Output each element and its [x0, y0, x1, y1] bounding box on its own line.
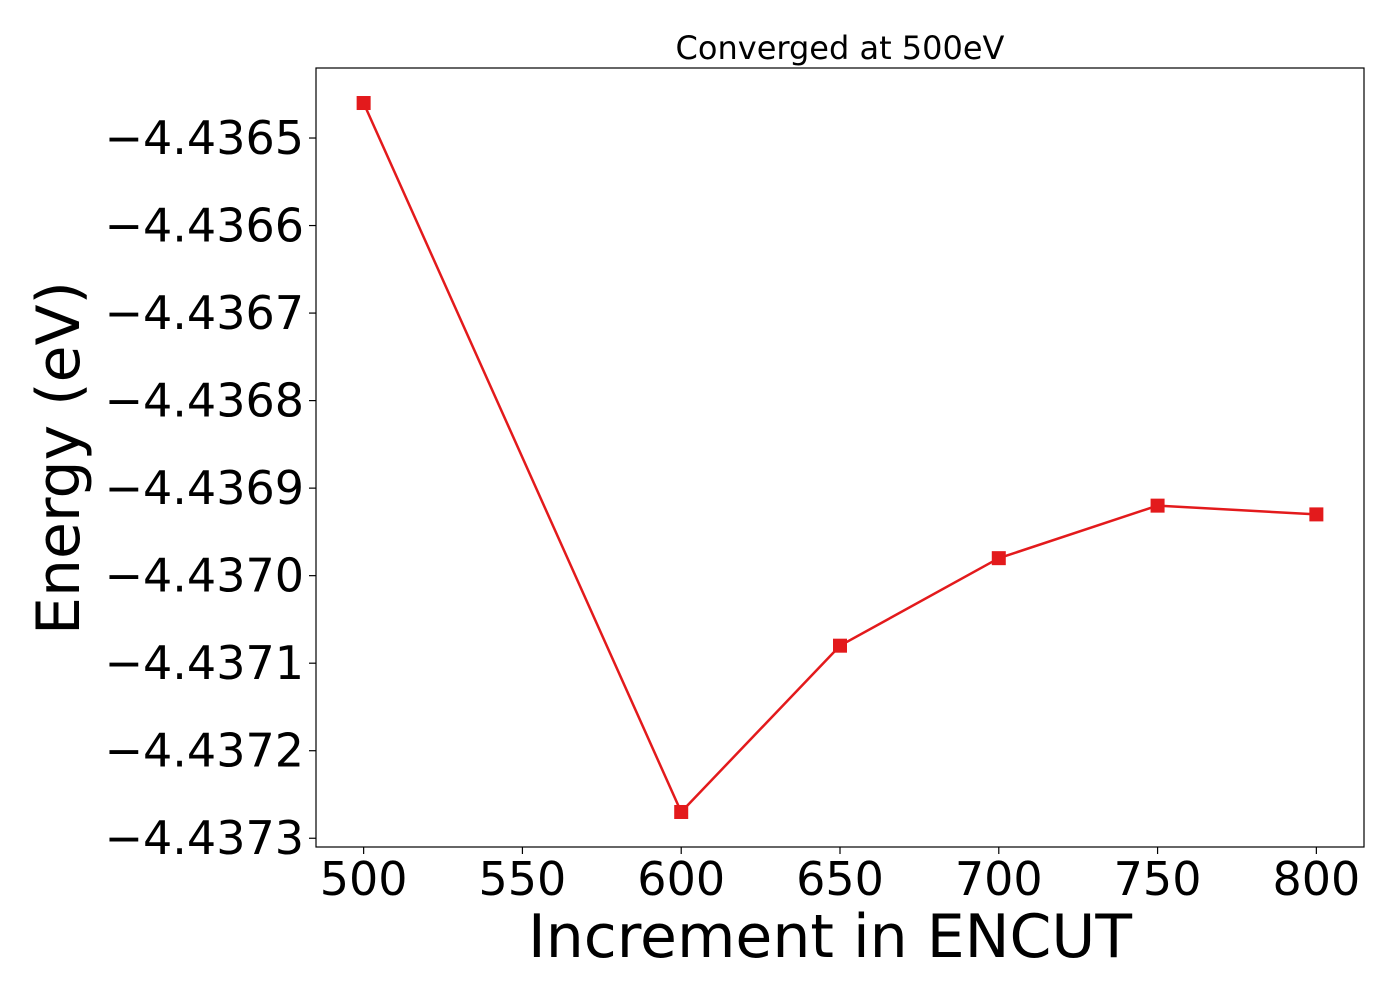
x-tick-label: 500: [320, 852, 408, 906]
plot-area: −4.4365 −4.4366 −4.4367 −4.4368 −4.4369 −4.43…: [105, 67, 1365, 906]
y-tick-label: −4.4365: [105, 111, 305, 165]
x-tick-label: 750: [1114, 852, 1202, 906]
x-tick-label: 550: [479, 852, 567, 906]
x-axis: 500 550 600 650 700 750 800: [320, 847, 1360, 906]
x-tick-label: 600: [637, 852, 725, 906]
y-tick-label: −4.4366: [105, 199, 305, 253]
y-tick-label: −4.4370: [105, 549, 305, 603]
y-tick-label: −4.4367: [105, 286, 305, 340]
x-axis-label: Increment in ENCUT: [528, 902, 1132, 972]
y-tick-label: −4.4369: [105, 461, 305, 515]
y-tick-label: −4.4373: [105, 811, 305, 865]
data-point: [991, 551, 1006, 566]
y-axis: −4.4365 −4.4366 −4.4367 −4.4368 −4.4369 −4.43…: [105, 111, 316, 865]
series-layer: [356, 96, 1324, 819]
data-point: [356, 96, 371, 111]
data-point: [833, 638, 847, 653]
y-tick-label: −4.4371: [105, 636, 305, 690]
x-tick-label: 700: [955, 852, 1043, 906]
series-line: [362, 102, 1317, 814]
data-point: [1309, 507, 1324, 522]
y-tick-label: −4.4368: [105, 374, 305, 428]
data-point: [1150, 498, 1165, 513]
y-tick-label: −4.4372: [105, 724, 305, 778]
chart-title: Converged at 500eV: [676, 29, 1005, 67]
plot-frame: [315, 67, 1365, 848]
data-point: [674, 804, 689, 819]
x-tick-label: 650: [796, 852, 884, 906]
x-tick-label: 800: [1272, 852, 1360, 906]
y-axis-label: Energy (eV): [24, 281, 94, 635]
